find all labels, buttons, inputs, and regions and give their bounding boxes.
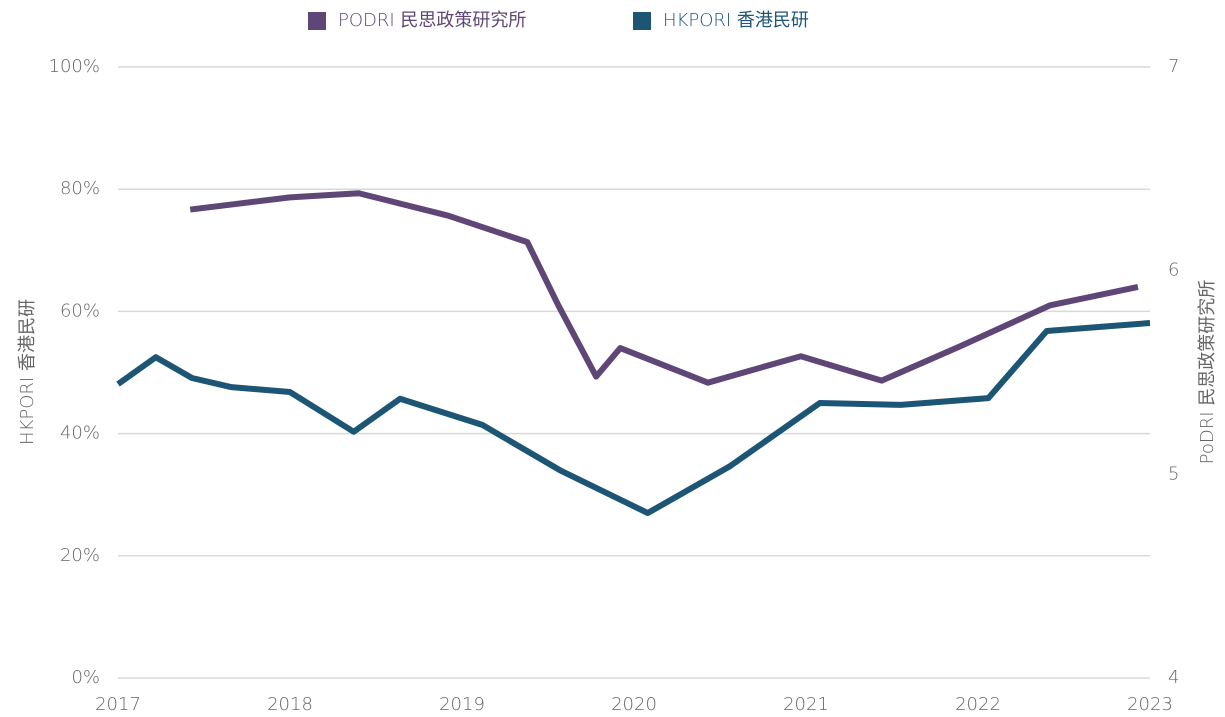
y2-tick-label: 6	[1168, 260, 1179, 281]
x-tick-label: 2023	[1127, 694, 1173, 715]
x-tick-label: 2019	[439, 694, 485, 715]
y-tick-label: 100%	[49, 56, 100, 77]
line	[189, 190, 1139, 386]
x-tick-label: 2018	[267, 694, 313, 715]
x-tick-label: 2020	[611, 694, 657, 715]
y-axis-label: HKPORI 香港民研	[17, 299, 38, 445]
y-tick-label: 60%	[60, 300, 100, 321]
y-tick-label: 20%	[60, 545, 100, 566]
legend-label: HKPORI 香港民研	[663, 10, 809, 31]
x-tick-label: 2022	[955, 694, 1001, 715]
line	[116, 320, 1151, 517]
x-tick-label: 2017	[95, 694, 141, 715]
y-tick-label: 0%	[71, 667, 100, 688]
y2-tick-label: 7	[1168, 56, 1179, 77]
legend-label: PODRI 民思政策研究所	[338, 10, 526, 31]
legend-swatch	[308, 12, 326, 30]
y2-tick-label: 5	[1168, 463, 1179, 484]
y2-axis-label: PoDRI 民思政策研究所	[1197, 280, 1218, 465]
y2-tick-label: 4	[1168, 667, 1179, 688]
y-tick-label: 40%	[60, 423, 100, 444]
legend-swatch	[633, 12, 651, 30]
y-tick-label: 80%	[60, 178, 100, 199]
x-tick-label: 2021	[783, 694, 829, 715]
